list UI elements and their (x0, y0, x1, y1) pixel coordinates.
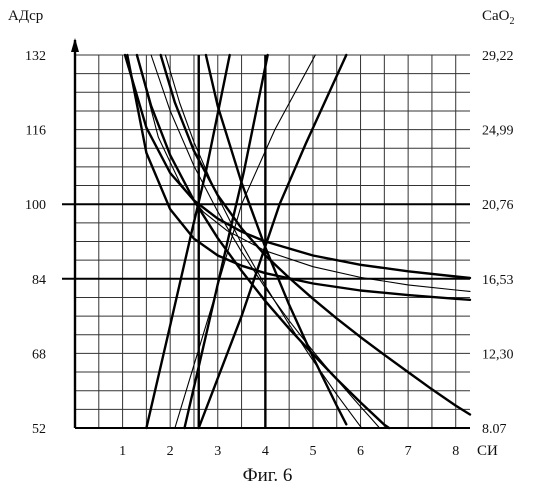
right-axis-label: CaO2 (482, 8, 515, 27)
y-axis-arrow (71, 38, 79, 52)
chart: 1 2 3 4 5 6 7 8 52 68 84 100 116 132 8.07 12,30 16,53 20,… (0, 0, 535, 465)
x-tick-label: 7 (405, 444, 412, 459)
x-tick-label: 6 (357, 444, 364, 459)
right-tick-label: 16,53 (482, 273, 514, 288)
right-tick-label: 24,99 (482, 124, 514, 139)
left-axis-label: АДср (8, 8, 43, 24)
right-tick-label: 29,22 (482, 49, 514, 64)
left-tick-label: 116 (26, 124, 46, 139)
left-tick-label: 132 (25, 49, 46, 64)
figure-caption: Фиг. 6 (0, 465, 535, 487)
right-axis-label-main: CaO (482, 8, 510, 24)
x-tick-label: 1 (119, 444, 126, 459)
x-tick-label: 2 (167, 444, 174, 459)
left-tick-label: 84 (32, 273, 46, 288)
x-axis-label: СИ (477, 443, 498, 459)
right-tick-label: 8.07 (482, 422, 507, 437)
right-tick-label: 12,30 (482, 347, 514, 362)
left-tick-label: 52 (32, 422, 46, 437)
grid (75, 55, 470, 428)
left-tick-label: 68 (32, 347, 46, 362)
right-axis-label-sub: 2 (510, 16, 515, 27)
x-tick-label: 4 (262, 444, 269, 459)
right-tick-label: 20,76 (482, 198, 514, 213)
x-tick-label: 3 (214, 444, 221, 459)
left-tick-label: 100 (25, 198, 46, 213)
series-curve-3 (127, 55, 470, 300)
x-tick-label: 5 (309, 444, 316, 459)
x-tick-label: 8 (452, 444, 459, 459)
